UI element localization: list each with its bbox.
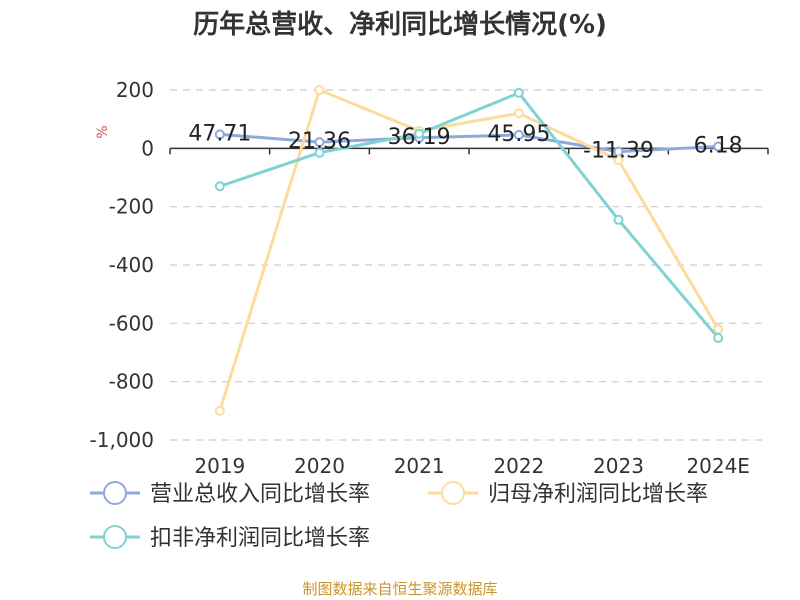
legend-label: 扣非净利润同比增长率 xyxy=(150,526,370,551)
y-axis-unit: % xyxy=(95,125,111,138)
data-point xyxy=(713,141,724,152)
x-tick-label: 2023 xyxy=(593,454,644,478)
data-point xyxy=(713,324,724,335)
legend-marker xyxy=(103,525,127,549)
x-tick-label: 2021 xyxy=(394,454,445,478)
data-label: -11.39 xyxy=(583,139,654,164)
data-label: 45.95 xyxy=(487,122,550,147)
y-tick-label: -400 xyxy=(109,253,154,277)
data-point xyxy=(513,108,524,119)
data-point xyxy=(613,214,624,225)
x-tick-label: 2024E xyxy=(686,454,750,478)
data-label: 21.36 xyxy=(288,129,351,154)
data-label: 6.18 xyxy=(694,134,743,159)
data-point xyxy=(713,332,724,343)
legend-marker xyxy=(103,481,127,505)
series-lines xyxy=(214,85,724,416)
source-note: 制图数据来自恒生聚源数据库 xyxy=(302,580,497,598)
series-line-3 xyxy=(219,91,720,339)
legend-marker xyxy=(441,481,465,505)
data-labels: 47.71 21.36 36.19 45.95 -11.39 6.18 xyxy=(188,121,742,163)
data-label: 47.71 xyxy=(188,121,251,146)
data-point xyxy=(414,128,425,139)
data-point xyxy=(314,137,325,148)
x-tick-label: 2020 xyxy=(294,454,345,478)
data-point xyxy=(314,147,325,158)
y-tick-label: -1,000 xyxy=(90,428,154,452)
data-point xyxy=(513,87,524,98)
y-tick-label: 0 xyxy=(141,136,154,160)
data-point xyxy=(513,129,524,140)
data-label: 36.19 xyxy=(388,125,451,150)
legend-label: 归母净利润同比增长率 xyxy=(488,482,708,507)
data-point xyxy=(214,129,225,140)
y-tick-label: -600 xyxy=(109,311,154,335)
x-tick-label: 2022 xyxy=(493,454,544,478)
gridlines xyxy=(170,89,768,441)
legend-label: 营业总收入同比增长率 xyxy=(150,482,370,507)
data-point xyxy=(314,85,325,95)
data-point xyxy=(214,405,225,416)
chart-title: 历年总营收、净利同比增长情况(%) xyxy=(193,9,607,40)
y-tick-label: 200 xyxy=(116,78,154,102)
x-tick-label: 2019 xyxy=(194,454,245,478)
data-point xyxy=(613,155,624,165)
data-point xyxy=(214,181,225,192)
series-line-2 xyxy=(218,88,720,412)
y-tick-label: -800 xyxy=(109,370,154,394)
y-tick-label: -200 xyxy=(109,195,154,219)
